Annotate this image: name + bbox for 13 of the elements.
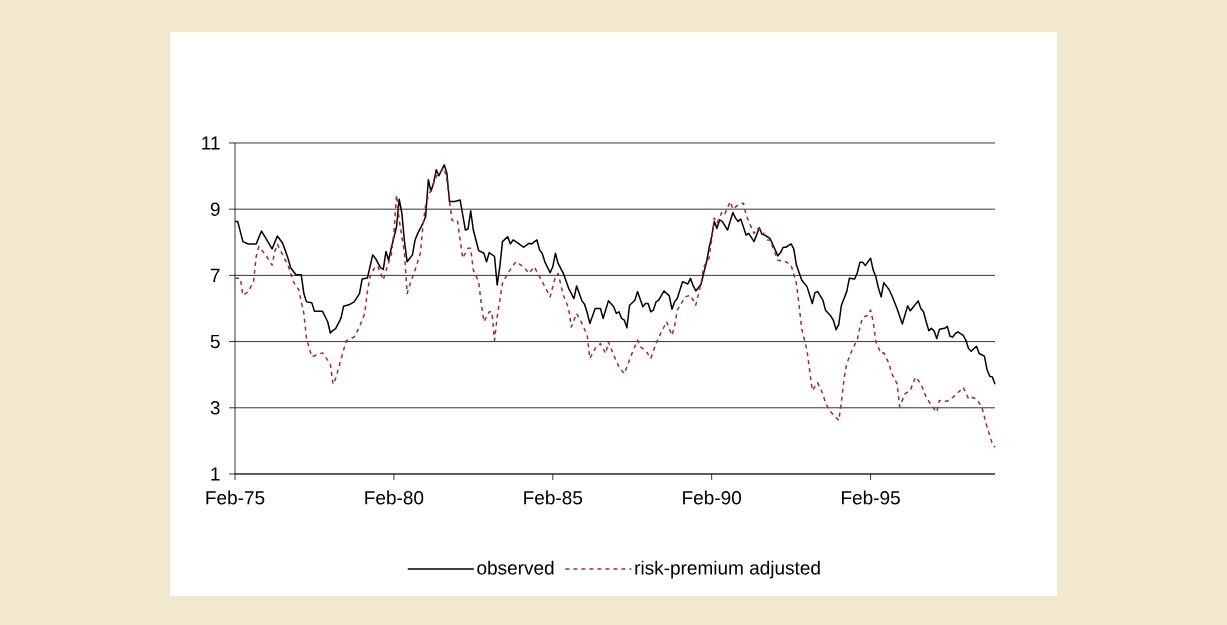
x-tick-label: Feb-90 — [683, 490, 742, 505]
x-tick-label: Feb-80 — [365, 490, 424, 505]
x-tick-label: Feb-85 — [524, 490, 583, 505]
legend-label: risk-premium adjusted — [635, 560, 820, 579]
y-tick-label: 5 — [210, 334, 220, 349]
y-tick-label: 11 — [202, 136, 220, 150]
x-tick-label: Feb-95 — [842, 490, 900, 505]
y-tick-label: 3 — [210, 401, 220, 415]
legend-label: observed — [477, 560, 554, 575]
y-tick-label: 1 — [211, 467, 220, 481]
y-tick-label: 9 — [210, 202, 220, 216]
x-tick-label: Feb-75 — [206, 490, 265, 505]
y-tick-label: 7 — [210, 268, 220, 282]
